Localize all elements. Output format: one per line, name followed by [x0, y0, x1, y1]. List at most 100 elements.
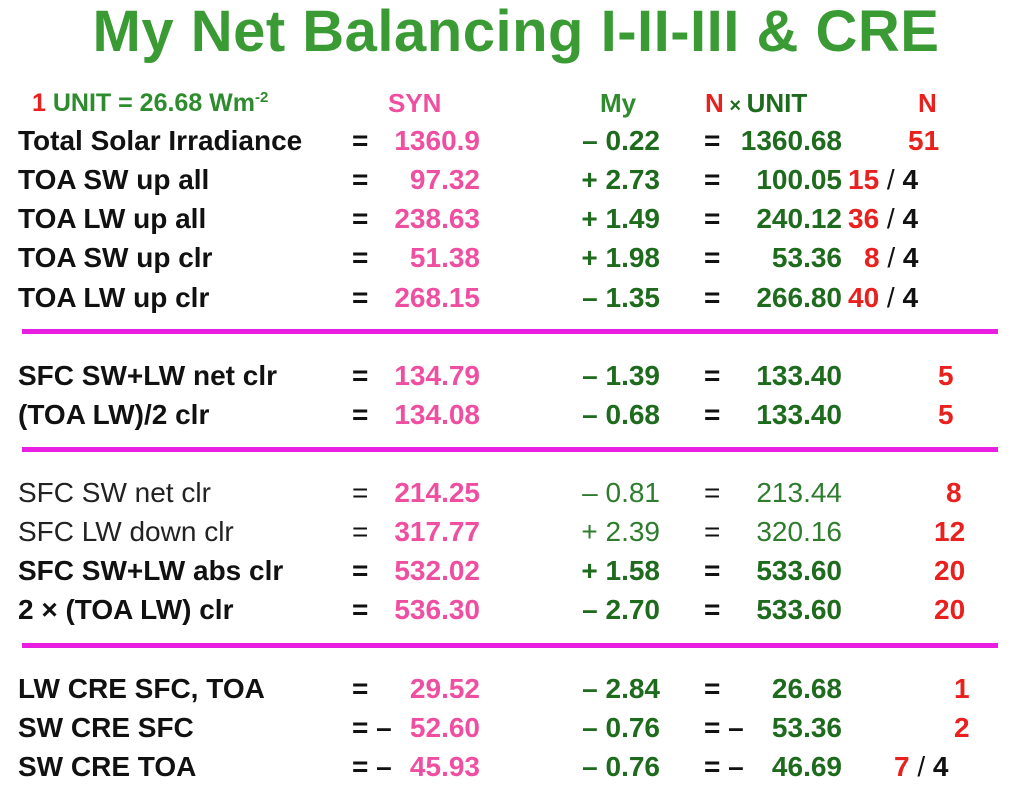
n-unit-value: 533.60	[756, 594, 842, 625]
n-count: 1	[954, 670, 970, 708]
equals-sign: = –	[704, 751, 744, 782]
divide-slash: /	[879, 164, 903, 195]
n-divisor: 4	[902, 203, 919, 234]
section-divider	[22, 447, 998, 452]
divide-slash: /	[879, 203, 903, 234]
my-adjustment: + 1.98	[581, 242, 660, 273]
equals-sign: =	[352, 360, 369, 391]
header-my: My	[600, 88, 637, 118]
n-value: 20	[934, 594, 966, 625]
equals-sign: =	[704, 673, 721, 704]
n-divisor: 4	[902, 242, 919, 273]
my-adjustment: – 0.76	[582, 751, 660, 782]
n-value: 36	[848, 203, 880, 234]
row-label: SFC LW down clr	[18, 516, 234, 547]
n-count: 8	[946, 474, 962, 512]
my-adjustment: + 1.58	[581, 555, 660, 586]
n-count: 40 / 4	[848, 279, 918, 317]
divide-slash: /	[879, 282, 903, 313]
n-value: 8	[946, 477, 962, 508]
table-row: SFC SW net clr = 214.25 – 0.81 = 213.44 8	[0, 474, 1032, 512]
n-value: 8	[864, 242, 880, 273]
syn-value: 29.52	[409, 673, 480, 704]
row-label: LW CRE SFC, TOA	[18, 673, 265, 704]
equals-sign: = –	[352, 712, 392, 743]
equals-sign: = –	[704, 712, 744, 743]
equals-sign: =	[704, 477, 721, 508]
equals-sign: =	[704, 594, 721, 625]
my-adjustment: – 2.84	[582, 673, 660, 704]
n-unit-value: 46.69	[771, 751, 842, 782]
n-count: 7 / 4	[894, 748, 949, 786]
syn-value: 45.93	[409, 751, 480, 782]
n-value: 5	[938, 360, 954, 391]
equals-sign: =	[352, 477, 369, 508]
table-row: SFC LW down clr = 317.77 + 2.39 = 320.16 12	[0, 513, 1032, 551]
table-row: (TOA LW)/2 clr = 134.08 – 0.68 = 133.40 5	[0, 396, 1032, 434]
table-row: SW CRE SFC = – 52.60 – 0.76 = – 53.36 2	[0, 709, 1032, 747]
n-value: 40	[848, 282, 880, 313]
n-count: 51	[908, 122, 939, 160]
n-value: 2	[954, 712, 970, 743]
equals-sign: =	[352, 164, 369, 195]
n-count: 8 / 4	[864, 239, 919, 277]
header-n-unit-times: ×	[723, 95, 747, 117]
row-label: Total Solar Irradiance	[18, 125, 303, 156]
equals-sign: =	[704, 555, 721, 586]
n-divisor: 4	[902, 164, 919, 195]
syn-value: 97.32	[409, 164, 480, 195]
syn-value: 52.60	[409, 712, 480, 743]
table-row: SFC SW+LW net clr = 134.79 – 1.39 = 133.40 5	[0, 357, 1032, 395]
equals-sign: =	[352, 203, 369, 234]
table-row: SFC SW+LW abs clr = 532.02 + 1.58 = 533.60 20	[0, 552, 1032, 590]
n-unit-value: 533.60	[756, 555, 842, 586]
row-label: (TOA LW)/2 clr	[18, 399, 210, 430]
n-unit-value: 1360.68	[740, 125, 842, 156]
equals-sign: =	[352, 516, 369, 547]
table-row: LW CRE SFC, TOA = 29.52 – 2.84 = 26.68 1	[0, 670, 1032, 708]
equals-sign: =	[704, 516, 721, 547]
row-label: SW CRE SFC	[18, 712, 194, 743]
n-unit-value: 53.36	[771, 242, 842, 273]
n-count: 5	[938, 396, 954, 434]
equals-sign: =	[704, 164, 721, 195]
my-adjustment: + 2.39	[581, 516, 660, 547]
my-adjustment: – 0.81	[582, 477, 660, 508]
row-label: SFC SW+LW net clr	[18, 360, 278, 391]
table-row: SW CRE TOA = – 45.93 – 0.76 = – 46.69 7 / 4	[0, 748, 1032, 786]
equals-sign: =	[352, 555, 369, 586]
header-n-unit-n: N	[705, 88, 724, 118]
n-count: 20	[934, 552, 965, 590]
equals-sign: =	[352, 242, 369, 273]
row-label: TOA SW up all	[18, 164, 210, 195]
n-value: 15	[848, 164, 880, 195]
row-label: TOA LW up all	[18, 203, 207, 234]
page-title: My Net Balancing I-II-III & CRE	[92, 0, 940, 64]
my-adjustment: + 2.73	[581, 164, 660, 195]
equals-sign: =	[704, 282, 721, 313]
row-label: TOA SW up clr	[18, 242, 213, 273]
my-adjustment: – 0.68	[582, 399, 660, 430]
row-label: SFC SW+LW abs clr	[18, 555, 284, 586]
n-value: 1	[954, 673, 970, 704]
n-value: 7	[894, 751, 910, 782]
equals-sign: =	[704, 203, 721, 234]
n-count: 2	[954, 709, 970, 747]
equals-sign: =	[352, 673, 369, 704]
equals-sign: =	[352, 125, 369, 156]
syn-value: 51.38	[409, 242, 480, 273]
row-label: 2 × (TOA LW) clr	[18, 594, 234, 625]
equals-sign: =	[352, 594, 369, 625]
header-n-unit: N × UNIT	[705, 86, 807, 120]
n-count: 15 / 4	[848, 161, 918, 199]
syn-value: 317.77	[394, 516, 480, 547]
n-count: 36 / 4	[848, 200, 918, 238]
n-unit-value: 133.40	[756, 399, 842, 430]
n-value: 12	[934, 516, 966, 547]
n-count: 20	[934, 591, 965, 629]
n-count: 12	[934, 513, 965, 551]
syn-value: 1360.9	[394, 125, 480, 156]
table-row: TOA SW up clr = 51.38 + 1.98 = 53.36 8 / 4	[0, 239, 1032, 277]
row-label: TOA LW up clr	[18, 282, 210, 313]
n-unit-value: 266.80	[756, 282, 842, 313]
